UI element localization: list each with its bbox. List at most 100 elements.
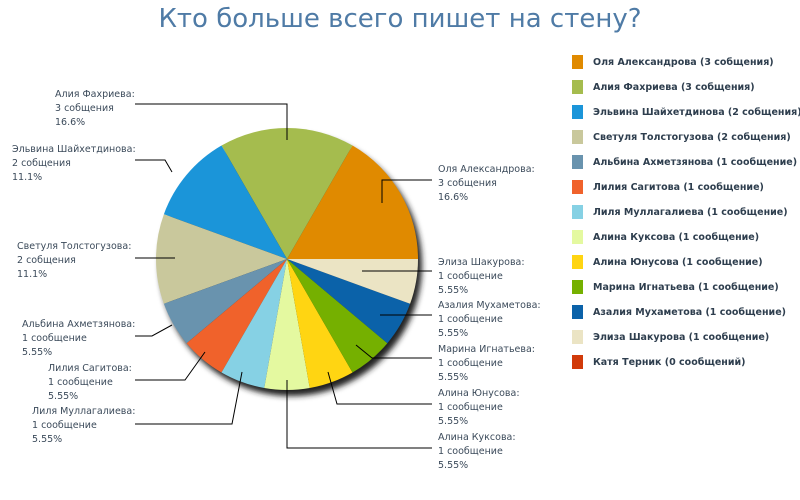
data-label-percent: 11.1% [17,269,48,280]
legend-swatch [572,80,583,94]
legend-swatch [572,230,583,244]
data-label-5: Лилия Сагитова: 1 сообщение 5.55% [48,362,132,404]
legend-item[interactable]: Оля Александрова (3 собщения) [572,54,774,70]
legend-swatch [572,55,583,69]
legend-label: Альбина Ахметзянова (1 сообщение) [593,156,798,168]
data-label-percent: 16.6% [438,192,469,203]
leader-line-9 [355,344,432,359]
legend-swatch [572,255,583,269]
pie-slice-2[interactable] [163,145,287,259]
data-label-value: 2 собщения [12,158,71,169]
data-label-name: Элиза Шакурова: [438,257,525,268]
legend-item[interactable]: Катя Терник (0 сообщений) [572,354,746,370]
data-label-1: Алия Фахриева: 3 собщения 16.6% [55,88,135,130]
legend-item[interactable]: Алина Куксова (1 сообщение) [572,229,759,245]
data-label-name: Марина Игнатьева: [438,344,536,355]
legend-item[interactable]: Алина Юнусова (1 сообщение) [572,254,763,270]
data-label-percent: 5.55% [48,391,79,402]
pie-slice-10[interactable] [287,259,411,344]
leader-line-7 [286,380,432,449]
data-label-value: 1 сообщение [22,333,87,344]
legend-label: Катя Терник (0 сообщений) [593,356,746,368]
data-label-value: 1 сообщение [438,271,503,282]
data-label-8: Алина Юнусова: 1 сообщение 5.55% [438,387,520,429]
legend-swatch [572,180,583,194]
data-label-name: Алия Фахриева: [55,89,135,100]
legend-item[interactable]: Эльвина Шайхетдинова (2 собщения) [572,104,800,120]
data-label-percent: 5.55% [438,460,469,471]
data-label-percent: 5.55% [438,285,469,296]
data-label-name: Альбина Ахметзянова: [22,319,136,330]
data-label-10: Азалия Мухаметова: 1 сообщение 5.55% [438,299,541,341]
data-label-2: Эльвина Шайхетдинова: 2 собщения 11.1% [12,143,136,185]
data-label-value: 1 сообщение [438,402,503,413]
data-label-value: 1 сообщение [48,377,113,388]
leader-line-8 [327,371,432,405]
pie-slice-7[interactable] [264,259,310,391]
legend-item[interactable]: Алия Фахриева (3 собщения) [572,79,755,95]
legend-label: Оля Александрова (3 собщения) [593,56,774,68]
pie-slice-5[interactable] [186,259,287,373]
data-label-value: 1 сообщение [32,420,97,431]
legend-label: Элиза Шакурова (1 сообщение) [593,331,770,343]
legend-swatch [572,155,583,169]
data-label-name: Эльвина Шайхетдинова: [12,144,136,155]
legend-swatch [572,130,583,144]
leader-line-4 [135,324,173,337]
data-label-value: 1 сообщение [438,314,503,325]
data-label-name: Лилия Сагитова: [48,363,132,374]
legend-item[interactable]: Светуля Толстогузова (2 собщения) [572,129,791,145]
legend-label: Марина Игнатьева (1 сообщение) [593,281,779,293]
legend-label: Эльвина Шайхетдинова (2 собщения) [593,106,800,118]
data-label-name: Алина Куксова: [438,432,516,443]
legend-label: Светуля Толстогузова (2 собщения) [593,131,791,143]
pie-slice-0[interactable] [287,145,418,259]
data-label-value: 1 сообщение [438,446,503,457]
data-label-percent: 11.1% [12,172,43,183]
legend-swatch [572,330,583,344]
data-label-name: Лиля Муллагалиева: [32,406,136,417]
data-label-value: 1 сообщение [438,358,503,369]
pie-slice-9[interactable] [287,259,388,373]
legend-swatch [572,355,583,369]
pie-slice-3[interactable] [156,214,287,304]
data-label-7: Алина Куксова: 1 сообщение 5.55% [438,431,516,473]
data-label-name: Оля Александрова: [438,164,535,175]
data-label-name: Светуля Толстогузова: [17,241,132,252]
leader-line-6 [135,371,243,425]
leader-line-0 [381,179,432,203]
pie-slice-1[interactable] [221,127,353,259]
data-label-0: Оля Александрова: 3 собщения 16.6% [438,163,535,205]
legend-item[interactable]: Марина Игнатьева (1 сообщение) [572,279,779,295]
pie-slice-11[interactable] [287,259,418,304]
legend-label: Алина Куксова (1 сообщение) [593,231,760,243]
data-label-3: Светуля Толстогузова: 2 собщения 11.1% [17,240,131,282]
legend-swatch [572,280,583,294]
legend-item[interactable]: Элиза Шакурова (1 сообщение) [572,329,769,345]
data-label-percent: 5.55% [22,347,53,358]
legend-label: Алия Фахриева (3 собщения) [593,81,755,93]
chart-title: Кто больше всего пишет на стену? [158,4,642,34]
legend-item[interactable]: Лиля Муллагалиева (1 сообщение) [572,204,788,220]
data-label-percent: 16.6% [55,117,86,128]
legend-item[interactable]: Лилия Сагитова (1 сообщение) [572,179,764,195]
legend-swatch [572,305,583,319]
data-label-name: Алина Юнусова: [438,388,520,399]
data-label-percent: 5.55% [32,434,63,445]
data-label-percent: 5.55% [438,416,469,427]
legend-item[interactable]: Азалия Мухаметова (1 сообщение) [572,304,786,320]
data-label-6: Лиля Муллагалиева: 1 сообщение 5.55% [32,405,135,447]
pie-slice-8[interactable] [287,259,353,389]
data-label-11: Элиза Шакурова: 1 сообщение 5.55% [438,256,525,298]
data-label-value: 3 собщения [55,103,114,114]
legend-label: Алина Юнусова (1 сообщение) [593,256,763,268]
pie-slice-6[interactable] [221,259,288,389]
data-label-value: 3 собщения [438,178,497,189]
legend-label: Лилия Сагитова (1 сообщение) [593,181,764,193]
data-label-9: Марина Игнатьева: 1 сообщение 5.55% [438,343,535,385]
legend-swatch [572,205,583,219]
pie-slice-4[interactable] [163,259,287,344]
legend-item[interactable]: Альбина Ахметзянова (1 сообщение) [572,154,797,170]
leader-line-5 [135,351,206,381]
